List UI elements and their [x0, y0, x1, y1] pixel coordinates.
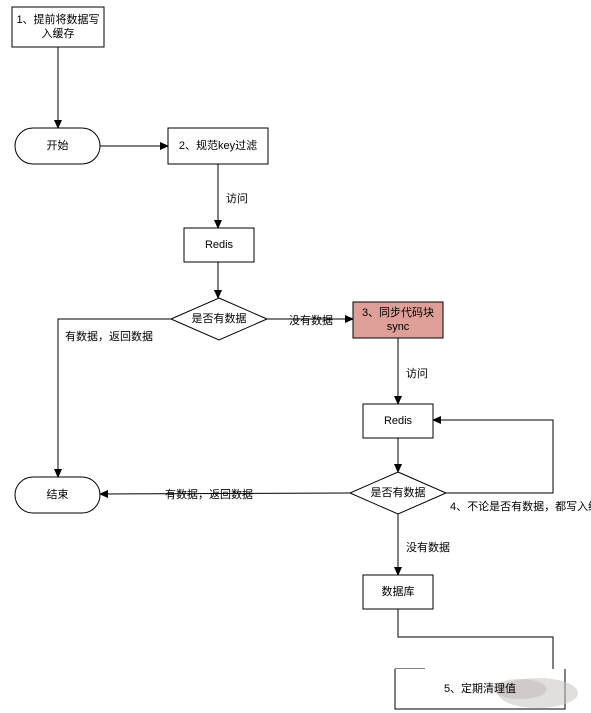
edge-label-e11: 4、不论是否有数据，都写入缓存 — [450, 500, 591, 514]
edge-label-e10: 没有数据 — [406, 541, 450, 555]
edge-e11 — [433, 420, 553, 493]
node-label-n5: 5、定期清理值 — [395, 682, 565, 696]
node-label-start: 开始 — [15, 139, 100, 153]
node-label-redis1: Redis — [184, 238, 254, 252]
edge-label-e3: 访问 — [226, 192, 248, 206]
node-label-sync: 3、同步代码块 sync — [353, 306, 443, 335]
edge-label-e9: 有数据，返回数据 — [165, 488, 253, 502]
node-label-db: 数据库 — [363, 585, 433, 599]
node-label-n2: 2、规范key过滤 — [168, 139, 268, 153]
edge-label-e5: 有数据，返回数据 — [65, 330, 153, 344]
node-label-dec1: 是否有数据 — [171, 312, 267, 326]
flowchart-canvas — [0, 0, 591, 713]
node-label-redis2: Redis — [363, 414, 433, 428]
node-label-end: 结束 — [15, 488, 100, 502]
node-label-n1: 1、提前将数据写 入缓存 — [12, 13, 104, 42]
edge-label-e6: 没有数据 — [289, 314, 333, 328]
edge-label-e7: 访问 — [406, 367, 428, 381]
node-label-dec2: 是否有数据 — [350, 486, 446, 500]
